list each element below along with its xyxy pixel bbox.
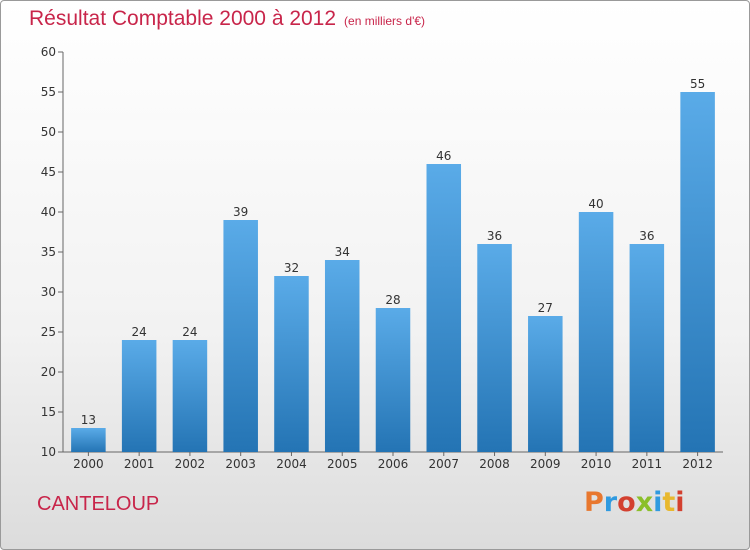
data-label-2007: 46 — [436, 149, 451, 163]
y-tick-label: 10 — [41, 445, 56, 459]
y-tick-label: 15 — [41, 405, 56, 419]
y-tick-label: 55 — [41, 85, 56, 99]
brand-letter: o — [617, 487, 636, 518]
x-tick-label-2000: 2000 — [73, 457, 104, 471]
y-tick-label: 45 — [41, 165, 56, 179]
brand-letter: x — [635, 487, 654, 518]
bar-2012 — [680, 92, 715, 452]
bar-2008 — [477, 244, 512, 452]
chart-title-text: Résultat Comptable 2000 à 2012 — [29, 7, 337, 30]
bar-2002 — [172, 340, 208, 452]
data-label-2010: 40 — [588, 197, 603, 211]
x-tick-label-2008: 2008 — [479, 457, 510, 471]
x-tick-label-2001: 2001 — [124, 457, 155, 471]
x-tick-label-2005: 2005 — [327, 457, 358, 471]
y-tick-label: 35 — [41, 245, 56, 259]
bar-2004 — [274, 276, 309, 452]
brand-letter: P — [584, 487, 604, 518]
y-tick-label: 30 — [41, 285, 56, 299]
bar-2003 — [223, 220, 258, 452]
brand-letter: t — [662, 487, 676, 518]
bar-2009 — [528, 316, 563, 452]
data-label-2009: 27 — [538, 301, 553, 315]
y-tick-label: 50 — [41, 125, 56, 139]
brand-letter: i — [653, 487, 663, 518]
y-tick-label: 20 — [41, 365, 56, 379]
bar-2010 — [578, 212, 614, 452]
commune-name: CANTELOUP — [37, 493, 160, 515]
bar-2005 — [324, 260, 360, 452]
x-tick-label-2011: 2011 — [632, 457, 663, 471]
data-label-2011: 36 — [639, 229, 654, 243]
x-tick-label-2012: 2012 — [682, 457, 713, 471]
x-tick-label-2002: 2002 — [175, 457, 206, 471]
data-label-2004: 32 — [284, 261, 299, 275]
x-tick-label-2004: 2004 — [276, 457, 307, 471]
y-tick-label: 25 — [41, 325, 56, 339]
chart-title: Résultat Comptable 2000 à 2012 (en millie… — [29, 7, 425, 31]
data-label-2008: 36 — [487, 229, 502, 243]
bar-2006 — [375, 308, 411, 452]
x-tick-label-2003: 2003 — [225, 457, 256, 471]
x-tick-label-2007: 2007 — [428, 457, 459, 471]
data-label-2002: 24 — [182, 325, 197, 339]
data-label-2001: 24 — [132, 325, 147, 339]
data-label-2003: 39 — [233, 205, 248, 219]
x-tick-label-2006: 2006 — [378, 457, 409, 471]
y-tick-label: 60 — [41, 45, 56, 59]
proxiti-logo: Proxiti — [584, 487, 685, 518]
data-label-2006: 28 — [385, 293, 400, 307]
data-label-2005: 34 — [335, 245, 350, 259]
chart-subtitle: (en milliers d'€) — [344, 14, 426, 28]
brand-letter: i — [675, 487, 685, 518]
brand-letter: r — [603, 487, 618, 518]
bar-2000 — [71, 428, 106, 452]
x-tick-label-2010: 2010 — [581, 457, 612, 471]
x-tick-label-2009: 2009 — [530, 457, 561, 471]
bar-2001 — [121, 340, 157, 452]
data-label-2012: 55 — [690, 77, 705, 91]
y-tick-label: 40 — [41, 205, 56, 219]
bar-2011 — [629, 244, 665, 452]
data-label-2000: 13 — [81, 413, 96, 427]
bar-2007 — [426, 164, 462, 452]
